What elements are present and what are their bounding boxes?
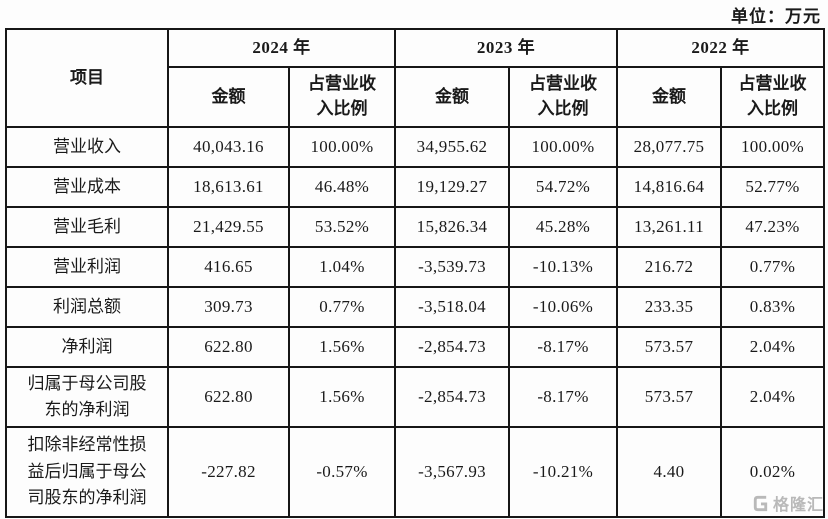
column-header-ratio-2024: 占营业收 入比例 [288,66,396,128]
table-row: 营业毛利 21,429.55 53.52% 15,826.34 45.28% 1… [5,206,825,248]
ratio-cell: 100.00% [508,126,618,168]
column-header-item: 项目 [5,28,169,128]
amount-cell: 233.35 [616,286,722,328]
amount-cell: 18,613.61 [167,166,290,208]
ratio-cell: -10.13% [508,246,618,288]
ratio-cell: 0.77% [288,286,396,328]
amount-cell: 15,826.34 [394,206,510,248]
amount-cell: -3,539.73 [394,246,510,288]
ratio-cell: 1.56% [288,326,396,368]
amount-cell: 28,077.75 [616,126,722,168]
column-header-2024: 2024 年 [167,28,396,68]
amount-cell: 14,816.64 [616,166,722,208]
table-row: 利润总额 309.73 0.77% -3,518.04 -10.06% 233.… [5,286,825,328]
ratio-cell: 45.28% [508,206,618,248]
ratio-cell: 54.72% [508,166,618,208]
amount-cell: 573.57 [616,366,722,428]
table-row: 净利润 622.80 1.56% -2,854.73 -8.17% 573.57… [5,326,825,368]
column-header-2022: 2022 年 [616,28,825,68]
amount-cell: 622.80 [167,326,290,368]
column-header-amount-2023: 金额 [394,66,510,128]
amount-cell: 573.57 [616,326,722,368]
amount-cell: 19,129.27 [394,166,510,208]
header-row-years: 项目 2024 年 2023 年 2022 年 [5,28,825,128]
ratio-cell: 47.23% [720,206,825,248]
column-header-2023: 2023 年 [394,28,618,68]
gelonghui-watermark: 格隆汇 [751,491,824,515]
table-row: 营业利润 416.65 1.04% -3,539.73 -10.13% 216.… [5,246,825,288]
amount-cell: -3,567.93 [394,426,510,518]
item-cell: 营业毛利 [5,206,169,248]
table-row: 扣除非经常性损 益后归属于母公 司股东的净利润 -227.82 -0.57% -… [5,426,825,518]
amount-cell: 622.80 [167,366,290,428]
amount-cell: 309.73 [167,286,290,328]
column-header-amount-2024: 金额 [167,66,290,128]
item-cell: 营业成本 [5,166,169,208]
column-header-ratio-2023: 占营业收 入比例 [508,66,618,128]
ratio-cell: 1.56% [288,366,396,428]
ratio-cell: -8.17% [508,326,618,368]
ratio-cell: 1.04% [288,246,396,288]
ratio-cell: 100.00% [720,126,825,168]
item-cell: 利润总额 [5,286,169,328]
ratio-cell: -10.06% [508,286,618,328]
amount-cell: -2,854.73 [394,366,510,428]
ratio-cell: 46.48% [288,166,396,208]
ratio-cell: -8.17% [508,366,618,428]
gelonghui-logo-icon [751,494,770,513]
item-cell: 营业收入 [5,126,169,168]
ratio-cell: 2.04% [720,366,825,428]
amount-cell: 21,429.55 [167,206,290,248]
amount-cell: -227.82 [167,426,290,518]
amount-cell: 13,261.11 [616,206,722,248]
amount-cell: 34,955.62 [394,126,510,168]
ratio-cell: 100.00% [288,126,396,168]
ratio-cell: -0.57% [288,426,396,518]
item-cell: 归属于母公司股 东的净利润 [5,366,169,428]
ratio-cell: 53.52% [288,206,396,248]
table-row: 营业收入 40,043.16 100.00% 34,955.62 100.00%… [5,126,825,168]
amount-cell: 416.65 [167,246,290,288]
table-row: 归属于母公司股 东的净利润 622.80 1.56% -2,854.73 -8.… [5,366,825,428]
header-row-subcolumns: 金额 占营业收 入比例 金额 占营业收 入比例 金额 占营业收 入比例 [6,66,825,128]
unit-label: 单位：万元 [731,7,821,26]
ratio-cell: 0.83% [720,286,825,328]
amount-cell: 4.40 [616,426,722,518]
ratio-cell: 52.77% [720,166,825,208]
ratio-cell: 2.04% [720,326,825,368]
amount-cell: -3,518.04 [394,286,510,328]
ratio-cell: -10.21% [508,426,618,518]
item-cell: 营业利润 [5,246,169,288]
financial-summary-table: 项目 2024 年 2023 年 2022 年 金额 占营业收 入比例 金额 占… [5,28,825,518]
column-header-amount-2022: 金额 [616,66,722,128]
amount-cell: 40,043.16 [167,126,290,168]
item-cell: 扣除非经常性损 益后归属于母公 司股东的净利润 [5,426,169,518]
gelonghui-brand-text: 格隆汇 [772,497,824,514]
ratio-cell: 0.77% [720,246,825,288]
item-cell: 净利润 [5,326,169,368]
amount-cell: 216.72 [616,246,722,288]
table-row: 营业成本 18,613.61 46.48% 19,129.27 54.72% 1… [5,166,825,208]
column-header-ratio-2022: 占营业收 入比例 [720,66,825,128]
amount-cell: -2,854.73 [394,326,510,368]
ratio-cell: 0.02% [720,426,825,518]
